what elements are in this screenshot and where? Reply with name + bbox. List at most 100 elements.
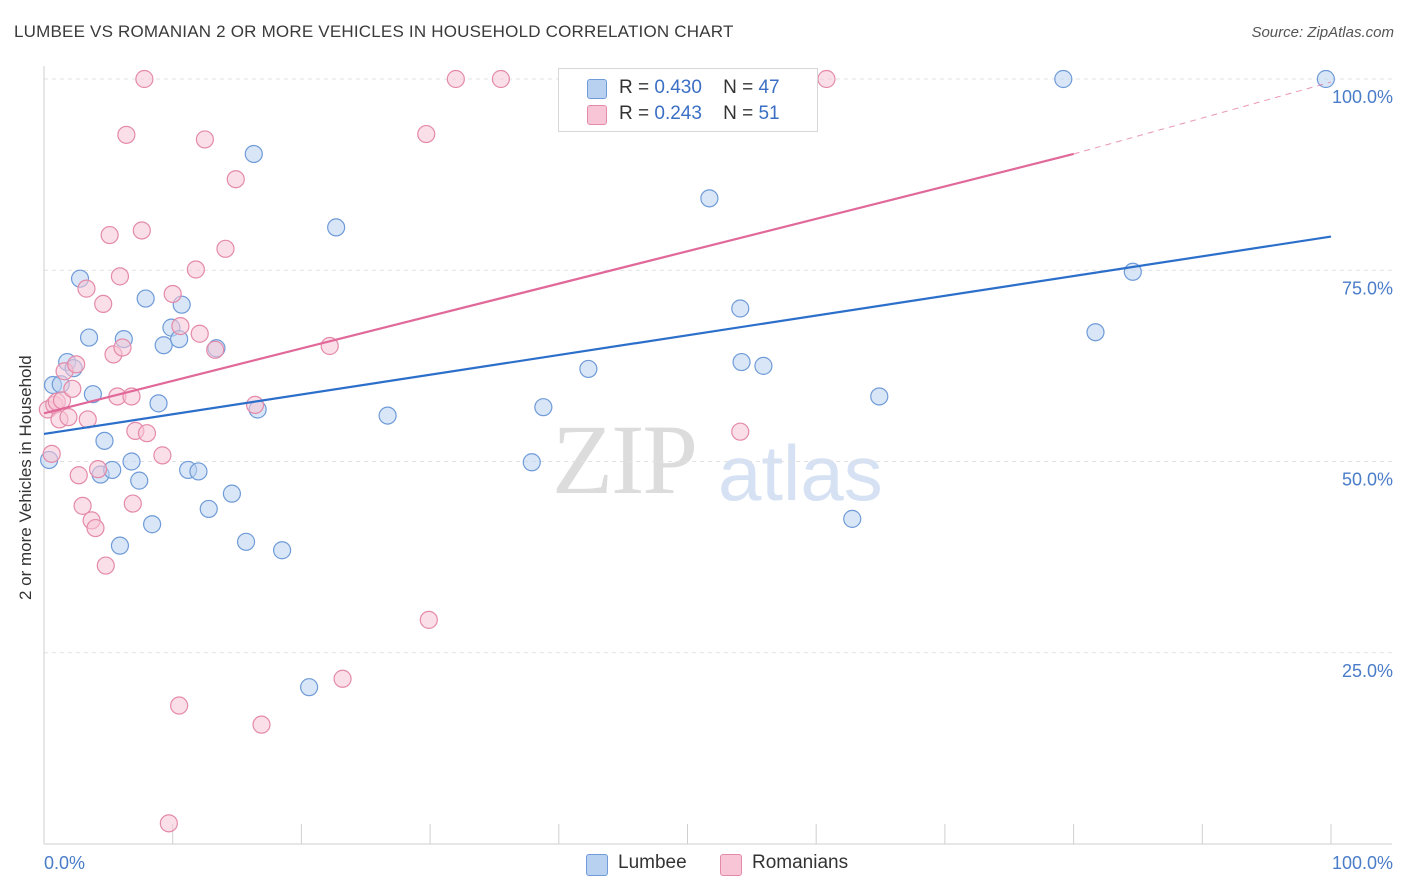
romanian-point-37 bbox=[190, 324, 209, 343]
romanian-stats: R = 0.243 N = 51 bbox=[619, 103, 780, 125]
romanian-point-42 bbox=[245, 395, 265, 414]
lumbee-point-46 bbox=[1316, 69, 1335, 89]
lumbee-point-15 bbox=[136, 289, 155, 308]
watermark-atlas: atlas bbox=[718, 429, 883, 517]
lumbee-point-13 bbox=[122, 452, 141, 471]
lumbee-point-14 bbox=[130, 471, 149, 490]
romanian-point-35 bbox=[171, 316, 190, 336]
romanian-point-40 bbox=[216, 239, 235, 258]
romanian-point-18 bbox=[96, 556, 115, 575]
romanian-n-value: 51 bbox=[758, 103, 780, 124]
bottom-romanians-label: Romanians bbox=[752, 852, 849, 873]
lumbee-point-11 bbox=[110, 536, 130, 555]
romanian-point-24 bbox=[117, 125, 136, 144]
bottom-lumbee-label: Lumbee bbox=[618, 852, 687, 873]
lumbee-point-33 bbox=[378, 406, 397, 425]
romanian-point-28 bbox=[132, 221, 151, 240]
lumbee-point-24 bbox=[199, 499, 218, 519]
romanian-point-10 bbox=[69, 466, 88, 485]
y-tick-label-1: 50.0% bbox=[1342, 470, 1393, 490]
romanian-point-36 bbox=[186, 260, 205, 279]
romanian-point-50 bbox=[731, 422, 750, 441]
y-tick-label-0: 25.0% bbox=[1342, 661, 1393, 681]
lumbee-point-42 bbox=[870, 387, 889, 406]
romanian-point-49 bbox=[491, 69, 510, 89]
lumbee-r-label: R = bbox=[619, 77, 650, 98]
romanian-point-19 bbox=[100, 225, 119, 245]
romanian-point-26 bbox=[123, 494, 142, 513]
romanian-n-label: N = bbox=[723, 103, 754, 124]
romanian-point-46 bbox=[417, 124, 436, 144]
lumbee-n-label: N = bbox=[723, 77, 754, 98]
lumbee-n-value: 47 bbox=[758, 77, 780, 98]
lumbee-point-34 bbox=[522, 453, 541, 472]
romanian-point-51 bbox=[817, 69, 836, 89]
y-tick-label-2: 75.0% bbox=[1342, 278, 1393, 298]
lumbee-point-43 bbox=[1054, 69, 1073, 89]
bottom-romanians-swatch bbox=[720, 854, 742, 876]
romanian-r-label: R = bbox=[619, 103, 650, 124]
lumbee-point-32 bbox=[327, 218, 346, 237]
romanian-point-41 bbox=[226, 170, 245, 189]
lumbee-point-30 bbox=[272, 541, 292, 560]
romanian-point-34 bbox=[170, 696, 189, 715]
lumbee-point-16 bbox=[143, 515, 162, 534]
bottom-lumbee-swatch bbox=[586, 854, 608, 876]
lumbee-point-36 bbox=[579, 359, 598, 379]
lumbee-stats: R = 0.430 N = 47 bbox=[619, 77, 780, 99]
romanian-point-48 bbox=[446, 69, 465, 89]
lumbee-point-28 bbox=[244, 144, 263, 164]
romanian-point-11 bbox=[73, 496, 92, 515]
romanian-point-31 bbox=[153, 446, 172, 465]
correlation-legend: R = 0.430 N = 47 R = 0.243 N = 51 bbox=[558, 68, 818, 132]
lumbee-point-35 bbox=[534, 398, 553, 417]
watermark-zip: ZIP bbox=[552, 404, 698, 515]
lumbee-point-27 bbox=[236, 532, 256, 551]
romanian-point-1 bbox=[42, 444, 61, 463]
y-tick-label-3: 100.0% bbox=[1332, 87, 1393, 107]
romanian-trend-extension bbox=[1073, 81, 1332, 155]
lumbee-point-40 bbox=[754, 356, 773, 375]
lumbee-point-9 bbox=[95, 431, 114, 450]
lumbee-point-39 bbox=[732, 352, 751, 372]
lumbee-point-38 bbox=[731, 299, 750, 318]
lumbee-r-value: 0.430 bbox=[654, 77, 702, 98]
source-label: Source: ZipAtlas.com bbox=[1251, 24, 1394, 41]
romanian-point-47 bbox=[419, 610, 438, 629]
chart-title: LUMBEE VS ROMANIAN 2 OR MORE VEHICLES IN… bbox=[14, 22, 734, 41]
lumbee-point-6 bbox=[79, 328, 99, 347]
romanian-trend-line bbox=[43, 152, 1074, 415]
romanian-point-12 bbox=[77, 279, 96, 298]
romanian-point-43 bbox=[252, 715, 271, 734]
x-tick-label-0: 0.0% bbox=[44, 853, 85, 873]
romanian-point-9 bbox=[67, 355, 86, 374]
lumbee-point-26 bbox=[222, 484, 242, 503]
romanian-point-38 bbox=[195, 130, 214, 149]
romanian-point-15 bbox=[86, 518, 105, 538]
romanian-r-value: 0.243 bbox=[654, 103, 702, 124]
romanian-point-29 bbox=[135, 69, 154, 89]
lumbee-point-31 bbox=[300, 678, 319, 697]
romanian-point-16 bbox=[88, 460, 108, 479]
lumbee-point-18 bbox=[154, 336, 173, 355]
lumbee-point-41 bbox=[843, 509, 862, 528]
romanian-point-23 bbox=[113, 338, 132, 357]
lumbee-point-7 bbox=[83, 385, 103, 404]
romanian-point-45 bbox=[333, 669, 352, 688]
x-tick-label-1: 100.0% bbox=[1332, 853, 1393, 873]
romanian-point-17 bbox=[94, 294, 113, 314]
romanian-point-32 bbox=[159, 814, 178, 833]
romanian-point-8 bbox=[63, 379, 82, 398]
lumbee-point-23 bbox=[189, 462, 208, 481]
lumbee-point-44 bbox=[1086, 323, 1105, 342]
lumbee-swatch bbox=[587, 79, 607, 99]
romanian-point-7 bbox=[59, 408, 78, 427]
lumbee-point-17 bbox=[149, 394, 168, 413]
lumbee-trend-line bbox=[43, 235, 1332, 436]
romanian-point-22 bbox=[110, 267, 130, 286]
romanian-point-33 bbox=[163, 284, 182, 304]
romanian-swatch bbox=[587, 105, 607, 125]
romanian-point-30 bbox=[137, 424, 157, 443]
romanian-point-39 bbox=[206, 340, 225, 359]
